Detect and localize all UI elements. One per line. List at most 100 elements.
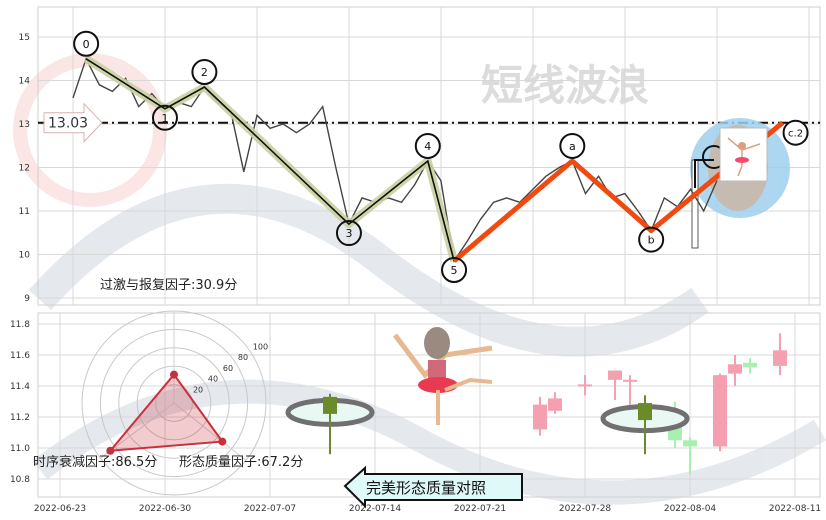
candle	[533, 396, 547, 436]
x-tick-label: 2022-06-23	[34, 504, 86, 514]
wave-marker-label: c.2	[788, 129, 803, 140]
wave-marker-5: 5	[441, 257, 468, 284]
dancer-image	[393, 327, 493, 425]
candle-body	[323, 396, 337, 414]
wave-marker-2: 2	[191, 59, 218, 86]
comparison-callout: 完美形态质量对照	[343, 465, 523, 509]
wave-marker-label: 0	[83, 38, 90, 51]
top-panel	[37, 6, 821, 306]
candle-body	[713, 375, 727, 447]
x-tick-label: 2022-08-11	[769, 504, 821, 514]
x-tick-label: 2022-07-07	[244, 504, 296, 514]
watermark: 短线波浪	[481, 61, 649, 110]
candle-body	[608, 370, 622, 380]
wave-marker-circle	[559, 132, 586, 159]
candle-body	[743, 362, 757, 368]
wave-marker-label: 3	[345, 227, 352, 240]
radar-tick-label: 80	[238, 353, 248, 362]
x-tick-label: 2022-08-04	[664, 504, 717, 514]
top-y-tick-label: 15	[19, 33, 30, 43]
wave-marker-circle	[335, 220, 362, 247]
reference-value-label: 13.03	[48, 116, 88, 132]
wave-marker-a: a	[559, 132, 586, 159]
wave-marker-circle	[151, 104, 178, 131]
top-y-tick-label: 13	[19, 120, 30, 130]
correction-wave-line	[452, 120, 785, 263]
radar-tick-label: 20	[193, 385, 203, 394]
radar-axis-label-overreaction: 过激与报复因子:30.9分	[100, 278, 237, 293]
candlesticks	[285, 333, 787, 475]
x-tick-label: 2022-07-21	[454, 504, 506, 514]
wave-marker-b: b	[638, 226, 665, 253]
candle-body	[773, 350, 787, 366]
bottom-y-tick-label: 11.4	[10, 382, 30, 392]
radar-axis-label-time-decay: 时序衰减因子:86.5分	[33, 454, 157, 470]
bottom-y-tick-label: 11.2	[10, 413, 30, 423]
ballerina-thumbnail	[719, 127, 768, 182]
radar-tick-label: 40	[208, 375, 218, 384]
candle-body	[638, 403, 652, 421]
wave-marker-circle	[441, 257, 468, 284]
radar-axis	[173, 402, 247, 461]
wave-marker-circle	[73, 30, 100, 57]
highlight-candle	[638, 395, 652, 455]
top-y-tick-label: 9	[24, 294, 30, 304]
candle	[743, 358, 757, 374]
callout-text: 完美形态质量对照	[366, 479, 486, 497]
radar-area	[108, 372, 225, 452]
top-y-tick-label: 11	[19, 207, 30, 217]
candle	[608, 370, 622, 400]
candle	[578, 375, 592, 396]
top-y-tick-label: 12	[19, 164, 30, 174]
impulse-wave-line	[85, 58, 455, 262]
bottom-y-tick-label: 10.8	[10, 475, 30, 485]
wave-marker-label: 2	[201, 66, 208, 79]
bracket-marker	[694, 159, 714, 188]
radar-chart: 20 40 60 80 100	[81, 310, 268, 496]
wave-markers: 0 1 2 3 4 5 a b c.2	[73, 30, 809, 284]
wave-marker-label: b	[648, 234, 655, 247]
x-tick-label: 2022-07-14	[349, 504, 402, 514]
candle	[548, 392, 562, 414]
highlight-candle	[323, 393, 337, 455]
bottom-y-tick-label: 11.6	[10, 351, 30, 361]
radar-point	[218, 437, 227, 446]
radar-tick-label: 60	[223, 364, 233, 373]
wave-marker-label: 1	[161, 112, 168, 125]
candle	[713, 373, 727, 452]
candle	[728, 355, 742, 386]
wave-lines	[83, 55, 785, 263]
bottom-y-tick-label: 11.8	[10, 320, 30, 330]
radar-point	[106, 446, 115, 455]
top-y-tick-label: 10	[19, 251, 31, 261]
wave-marker-1: 1	[151, 104, 178, 131]
candle-body	[623, 379, 637, 382]
candle-body	[683, 440, 697, 447]
x-tick-label: 2022-06-30	[139, 504, 192, 514]
wave-marker-label: 4	[424, 140, 431, 153]
candle	[623, 375, 637, 405]
x-tick-label: 2022-07-28	[559, 504, 612, 514]
wave-marker-circle	[191, 59, 218, 86]
top-y-tick-label: 14	[19, 77, 31, 87]
candle	[773, 333, 787, 376]
wave-marker-circle	[782, 119, 809, 146]
wave-marker-label: 5	[451, 264, 458, 277]
bottom-y-tick-label: 11.0	[10, 444, 30, 454]
wave-marker-c.2: c.2	[782, 119, 809, 146]
wave-marker-4: 4	[414, 132, 441, 159]
candle-body	[578, 384, 592, 387]
wave-marker-label: a	[569, 140, 576, 153]
candle-body	[728, 364, 742, 374]
wave-marker-circle	[638, 226, 665, 253]
radar-axis-label-pattern-quality: 形态质量因子:67.2分	[179, 455, 303, 470]
wave-marker-3: 3	[335, 220, 362, 247]
wave-marker-circle	[414, 132, 441, 159]
wave-marker-0: 0	[73, 30, 100, 57]
radar-tick-label: 100	[253, 342, 268, 351]
candle-body	[548, 398, 562, 411]
reference-label-arrow: 13.03	[43, 102, 103, 143]
radar-point	[170, 370, 178, 379]
candle	[683, 437, 697, 475]
